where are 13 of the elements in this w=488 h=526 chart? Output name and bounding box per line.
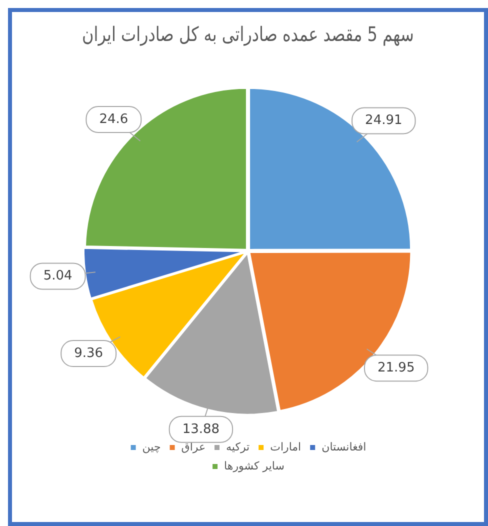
- data-label: 9.36: [74, 346, 104, 361]
- legend-label: امارات: [270, 440, 302, 454]
- data-label: 21.95: [377, 360, 415, 376]
- data-label: 24.6: [99, 112, 128, 127]
- legend-label: ترکیه: [226, 440, 250, 454]
- legend-label: عراق: [181, 440, 206, 454]
- chart-title: سهم 5 مقصد عمده صادراتی به کل صادرات ایران: [82, 24, 414, 47]
- legend-label: چین: [142, 440, 161, 454]
- data-label: 5.04: [43, 268, 72, 284]
- legend-label: افغانستان: [322, 440, 366, 454]
- data-label: 13.88: [182, 422, 220, 437]
- legend-label: سایر کشورها: [224, 459, 284, 472]
- data-label: 24.91: [365, 113, 402, 128]
